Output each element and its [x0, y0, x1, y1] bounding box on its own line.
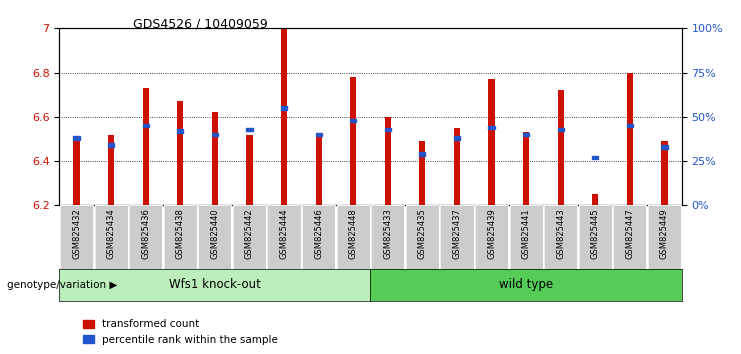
- Text: GSM825434: GSM825434: [107, 209, 116, 259]
- Bar: [350, 77, 356, 205]
- Bar: [177, 129, 184, 133]
- Text: GSM825435: GSM825435: [418, 209, 427, 259]
- Bar: [246, 127, 253, 131]
- Bar: [627, 124, 633, 127]
- Text: GSM825445: GSM825445: [591, 209, 599, 259]
- Bar: [661, 141, 668, 205]
- Bar: [212, 133, 218, 136]
- Bar: [592, 156, 599, 159]
- Text: GSM825446: GSM825446: [314, 209, 323, 259]
- Text: GSM825436: GSM825436: [142, 209, 150, 259]
- Text: GSM825449: GSM825449: [660, 209, 669, 259]
- Bar: [385, 127, 391, 131]
- Text: GSM825447: GSM825447: [625, 209, 634, 259]
- Bar: [488, 126, 495, 129]
- Text: GSM825437: GSM825437: [453, 209, 462, 259]
- Text: GSM825438: GSM825438: [176, 209, 185, 259]
- Bar: [592, 194, 599, 205]
- Text: GSM825432: GSM825432: [72, 209, 81, 259]
- Text: GDS4526 / 10409059: GDS4526 / 10409059: [133, 18, 268, 31]
- Bar: [661, 145, 668, 149]
- Bar: [177, 101, 184, 205]
- Bar: [557, 127, 564, 131]
- Text: GSM825444: GSM825444: [279, 209, 288, 259]
- Bar: [419, 141, 425, 205]
- Bar: [73, 136, 80, 140]
- Bar: [557, 90, 564, 205]
- Bar: [488, 79, 495, 205]
- Text: GSM825443: GSM825443: [556, 209, 565, 259]
- Bar: [419, 152, 425, 156]
- Bar: [142, 88, 149, 205]
- Text: GSM825433: GSM825433: [383, 209, 392, 259]
- Text: wild type: wild type: [499, 279, 554, 291]
- Text: GSM825448: GSM825448: [349, 209, 358, 259]
- Bar: [142, 124, 149, 127]
- Bar: [108, 143, 114, 147]
- Bar: [281, 106, 288, 110]
- Text: GSM825442: GSM825442: [245, 209, 254, 259]
- Bar: [453, 136, 460, 140]
- Bar: [281, 28, 288, 205]
- Bar: [212, 113, 218, 205]
- Bar: [350, 119, 356, 122]
- Text: GSM825440: GSM825440: [210, 209, 219, 259]
- Bar: [73, 137, 80, 205]
- Bar: [523, 132, 529, 205]
- Bar: [627, 73, 633, 205]
- Bar: [316, 137, 322, 205]
- Text: genotype/variation ▶: genotype/variation ▶: [7, 280, 118, 290]
- Bar: [385, 117, 391, 205]
- Bar: [108, 135, 114, 205]
- Text: GSM825439: GSM825439: [487, 209, 496, 259]
- Bar: [316, 133, 322, 136]
- Bar: [523, 133, 529, 136]
- Text: Wfs1 knock-out: Wfs1 knock-out: [169, 279, 261, 291]
- Bar: [246, 135, 253, 205]
- Bar: [453, 128, 460, 205]
- Legend: transformed count, percentile rank within the sample: transformed count, percentile rank withi…: [79, 315, 282, 349]
- Text: GSM825441: GSM825441: [522, 209, 531, 259]
